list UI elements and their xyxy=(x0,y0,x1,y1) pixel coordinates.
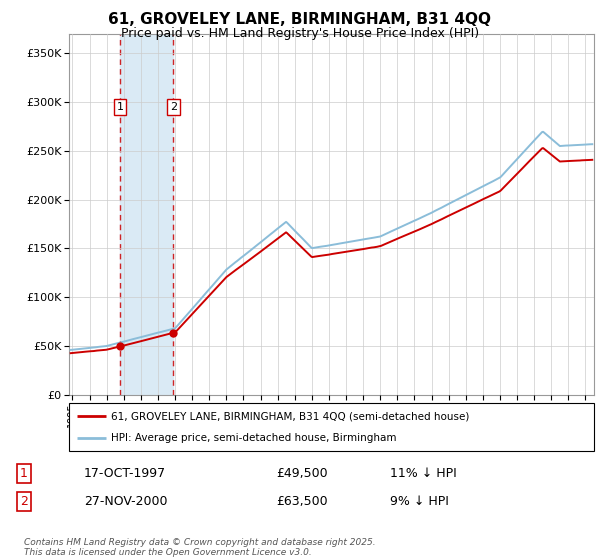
Text: Contains HM Land Registry data © Crown copyright and database right 2025.
This d: Contains HM Land Registry data © Crown c… xyxy=(24,538,376,557)
Text: 1: 1 xyxy=(20,466,28,480)
Text: £63,500: £63,500 xyxy=(276,494,328,508)
FancyBboxPatch shape xyxy=(69,403,594,451)
Bar xyxy=(120,34,173,395)
Text: 61, GROVELEY LANE, BIRMINGHAM, B31 4QQ (semi-detached house): 61, GROVELEY LANE, BIRMINGHAM, B31 4QQ (… xyxy=(111,411,469,421)
Text: 2: 2 xyxy=(20,494,28,508)
Text: 1: 1 xyxy=(116,102,124,112)
Text: 27-NOV-2000: 27-NOV-2000 xyxy=(84,494,167,508)
Text: 2: 2 xyxy=(170,102,177,112)
Text: 17-OCT-1997: 17-OCT-1997 xyxy=(84,466,166,480)
Text: 61, GROVELEY LANE, BIRMINGHAM, B31 4QQ: 61, GROVELEY LANE, BIRMINGHAM, B31 4QQ xyxy=(109,12,491,27)
Text: 11% ↓ HPI: 11% ↓ HPI xyxy=(390,466,457,480)
Text: 9% ↓ HPI: 9% ↓ HPI xyxy=(390,494,449,508)
Text: HPI: Average price, semi-detached house, Birmingham: HPI: Average price, semi-detached house,… xyxy=(111,433,397,443)
Text: £49,500: £49,500 xyxy=(276,466,328,480)
Text: Price paid vs. HM Land Registry's House Price Index (HPI): Price paid vs. HM Land Registry's House … xyxy=(121,27,479,40)
